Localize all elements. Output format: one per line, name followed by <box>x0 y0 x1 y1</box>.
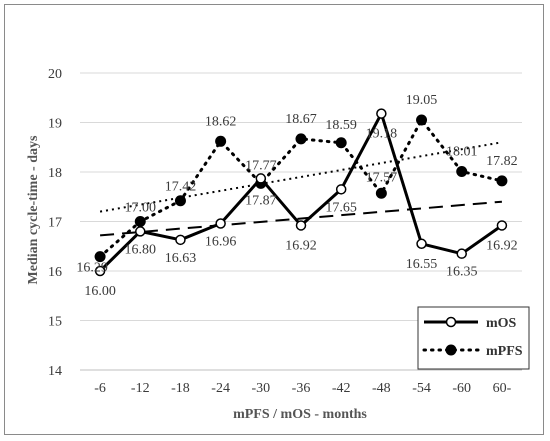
x-tick-label: -30 <box>251 381 270 396</box>
mpfs-point <box>174 195 186 207</box>
mpfs-point <box>134 216 146 227</box>
mos-data-label: 17.87 <box>245 193 277 208</box>
y-tick-label: 14 <box>48 364 62 379</box>
x-tick-label: -54 <box>412 381 431 396</box>
mpfs-point <box>416 114 428 126</box>
y-tick-label: 20 <box>48 67 62 82</box>
y-tick-label: 17 <box>48 216 62 231</box>
mpfs-data-label: 17.42 <box>165 180 197 195</box>
trendlines <box>99 141 503 237</box>
mpfs-data-label: 17.77 <box>245 158 277 173</box>
mos-point <box>376 108 387 119</box>
mpfs-data-label: 18.59 <box>325 118 357 133</box>
mos-data-label: 19.18 <box>366 127 398 142</box>
x-axis-ticks: -6 -12 -18 -24 -30 -36 -42 -48 -54 -60 60- <box>94 381 511 396</box>
mos-data-label: 16.96 <box>205 234 237 249</box>
mpfs-data-label: 17.00 <box>125 201 157 216</box>
legend: mOS mPFS <box>417 306 530 370</box>
mpfs-point <box>496 175 508 187</box>
mpfs-data-label: 17.57 <box>366 170 398 185</box>
legend-mos-label: mOS <box>486 316 517 331</box>
mos-data-label: 16.55 <box>406 257 438 272</box>
mos-trendline <box>100 200 502 237</box>
x-axis-title: mPFS / mOS - months <box>233 407 367 422</box>
legend-mpfs-label: mPFS <box>486 344 523 359</box>
mpfs-data-label: 18.67 <box>285 112 317 127</box>
y-axis-title: Median cycle-time - days <box>26 135 41 284</box>
mpfs-data-label: 19.05 <box>406 93 438 108</box>
mos-data-label: 16.80 <box>125 242 157 257</box>
x-tick-label: -48 <box>372 381 391 396</box>
x-tick-label: -18 <box>171 381 190 396</box>
y-tick-label: 18 <box>48 166 62 181</box>
mos-point <box>94 265 106 277</box>
data-labels: 16.00 16.80 16.63 16.96 17.87 16.92 17.65 19.18… <box>76 93 517 299</box>
legend-mos-marker <box>445 316 457 328</box>
x-tick-label: -36 <box>292 381 311 396</box>
mos-point <box>295 220 307 231</box>
mos-point <box>456 248 467 259</box>
mos-point <box>255 173 267 184</box>
mos-data-label: 16.00 <box>84 284 116 299</box>
x-tick-label: -24 <box>211 381 230 396</box>
mpfs-point <box>375 187 387 199</box>
y-tick-label: 19 <box>48 117 62 132</box>
mpfs-point <box>335 137 347 149</box>
series-lines <box>94 108 508 277</box>
mos-data-label: 16.35 <box>446 265 478 280</box>
mpfs-point <box>295 133 307 145</box>
y-axis-ticks: 14 15 16 17 18 19 20 <box>48 67 62 379</box>
mos-point <box>496 220 508 231</box>
mos-data-label: 16.92 <box>285 238 317 253</box>
legend-mpfs-marker <box>445 344 457 356</box>
x-tick-label: -60 <box>452 381 471 396</box>
x-tick-label: 60- <box>493 381 512 396</box>
mpfs-data-label: 18.62 <box>205 114 237 129</box>
mpfs-line <box>98 117 504 259</box>
mos-data-label: 16.92 <box>486 238 518 253</box>
x-tick-label: -12 <box>131 381 150 396</box>
mos-data-label: 16.63 <box>165 251 197 266</box>
mos-point <box>215 218 226 229</box>
mos-data-label: 17.65 <box>325 200 357 215</box>
mpfs-point <box>94 251 106 263</box>
mos-point <box>135 226 146 237</box>
y-tick-label: 15 <box>48 315 62 330</box>
mpfs-point <box>215 135 227 147</box>
mos-point <box>175 234 186 246</box>
mpfs-point <box>456 166 468 178</box>
mpfs-data-label: 16.29 <box>76 261 108 276</box>
mpfs-data-label: 18.01 <box>446 145 478 160</box>
x-tick-label: -42 <box>332 381 351 396</box>
y-tick-label: 16 <box>48 265 62 280</box>
mos-point <box>416 238 427 250</box>
mpfs-data-label: 17.82 <box>486 154 518 169</box>
mos-point <box>335 184 347 195</box>
mpfs-trendline <box>99 141 503 213</box>
x-tick-label: -6 <box>94 381 106 396</box>
legend-box <box>417 306 530 370</box>
